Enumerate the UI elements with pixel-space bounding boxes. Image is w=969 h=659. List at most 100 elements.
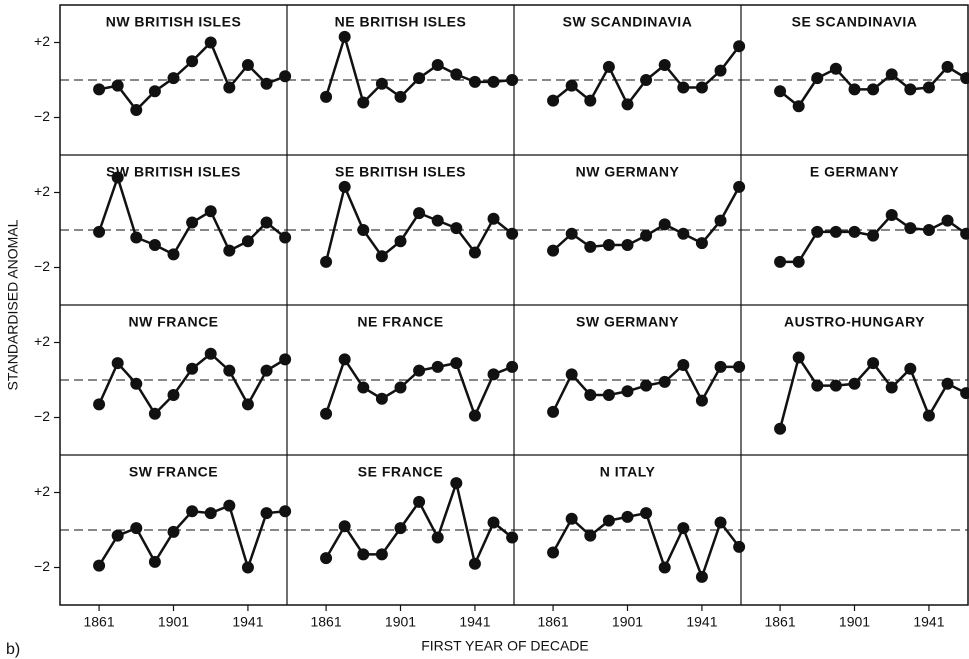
point [450,357,463,370]
x-tick-label: 1941 [686,614,717,630]
point [111,529,124,542]
point [204,347,217,360]
point [450,477,463,490]
point [792,100,805,113]
point [695,237,708,250]
point [320,407,333,420]
point [413,364,426,377]
point [167,525,180,538]
point [148,407,161,420]
point [733,180,746,193]
x-tick-label: 1861 [764,614,795,630]
x-tick-label: 1901 [158,614,189,630]
point [130,522,143,535]
point [848,83,861,96]
point [733,360,746,373]
point [714,516,727,529]
point [431,360,444,373]
point [904,222,917,235]
point [241,398,254,411]
series-line [324,32,513,105]
point [811,379,824,392]
point [695,394,708,407]
point [885,68,898,81]
panel-title: E GERMANY [810,164,899,180]
panel-title: SW GERMANY [576,314,679,330]
point [279,70,292,83]
x-tick-label: 1901 [385,614,416,630]
point [260,216,273,229]
panel-title: NE FRANCE [357,314,443,330]
point [130,231,143,244]
point [487,212,500,225]
point [487,75,500,88]
point [93,225,106,238]
point [714,64,727,77]
point [506,227,519,240]
point [941,60,954,73]
panel-title: SW BRITISH ISLES [106,164,241,180]
panel-title: N ITALY [600,464,656,480]
point [413,495,426,508]
point [904,362,917,375]
point [506,531,519,544]
point [468,409,481,422]
point [431,59,444,71]
point [357,548,370,561]
point [375,392,388,405]
panel-title: NW BRITISH ISLES [106,14,242,30]
point [357,96,370,109]
point [922,81,935,94]
point [111,79,124,92]
panel-title: SE BRITISH ISLES [335,164,466,180]
point [468,246,481,259]
point [506,74,519,86]
point [867,83,880,96]
series-line [98,40,286,112]
point [904,83,917,96]
point [260,77,273,90]
point [565,227,578,240]
y-tick-label: +2 [34,333,50,349]
point [375,77,388,90]
point [279,505,292,518]
point [223,244,236,257]
x-tick-label: 1861 [310,614,341,630]
point [111,357,124,370]
point [621,510,634,523]
point [394,522,407,535]
point [320,90,333,103]
point [714,360,727,373]
point [677,227,690,240]
panel-title: SE FRANCE [358,464,443,480]
point [867,357,880,370]
point [338,30,351,43]
point [792,255,805,268]
point [357,224,370,236]
point [394,235,407,248]
point [621,239,634,251]
point [658,561,671,574]
y-tick-label: −2 [34,258,50,274]
point [204,36,217,49]
point [584,529,597,542]
point [186,55,199,68]
point [867,229,880,242]
panel-title: NW FRANCE [128,314,218,330]
point [357,381,370,394]
point [413,72,426,85]
point [186,216,199,229]
x-tick-label: 1901 [839,614,870,630]
series-line [324,478,513,568]
point [487,516,500,529]
point [130,104,143,116]
point [279,231,292,244]
point [167,248,180,261]
point [848,377,861,390]
panel-title: SW FRANCE [129,464,218,480]
point [320,552,333,565]
y-tick-label: −2 [34,108,50,124]
panel-title: NW GERMANY [576,164,680,180]
point [941,377,954,390]
point [394,381,407,394]
